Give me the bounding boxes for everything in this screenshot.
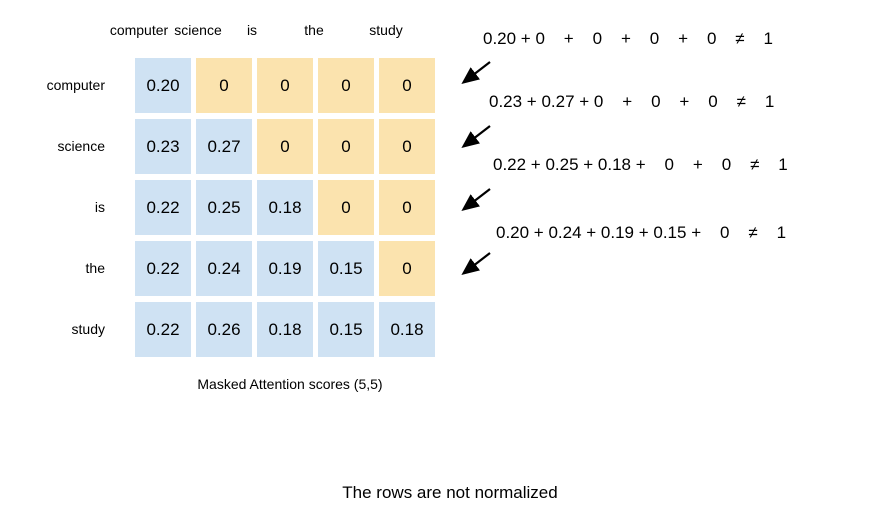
column-header-science: science bbox=[174, 22, 222, 38]
row-header-study: study bbox=[71, 321, 105, 337]
matrix-cell: 0.18 bbox=[257, 302, 313, 357]
footer-note: The rows are not normalized bbox=[342, 483, 558, 502]
matrix-cell: 0.25 bbox=[196, 180, 252, 235]
row-header-the: the bbox=[85, 260, 105, 276]
matrix-caption: Masked Attention scores (5,5) bbox=[197, 376, 383, 392]
matrix-cell: 0.18 bbox=[379, 302, 435, 357]
row-sum-equation-2: 0.23 + 0.27 + 0 + 0 + 0 ≠ 1 bbox=[489, 92, 775, 111]
row-header-computer: computer bbox=[46, 77, 105, 93]
matrix-cell: 0.27 bbox=[196, 119, 252, 174]
column-header-study: study bbox=[369, 22, 403, 38]
row-sum-equation-3: 0.22 + 0.25 + 0.18 + 0 + 0 ≠ 1 bbox=[493, 155, 788, 174]
matrix-cell: 0 bbox=[196, 58, 252, 113]
column-header-the: the bbox=[304, 22, 324, 38]
matrix-cell: 0 bbox=[379, 241, 435, 296]
matrix-cell: 0.20 bbox=[135, 58, 191, 113]
matrix-cell: 0 bbox=[379, 58, 435, 113]
matrix-cell: 0.22 bbox=[135, 302, 191, 357]
matrix-cell: 0 bbox=[318, 180, 374, 235]
matrix-cell: 0 bbox=[318, 58, 374, 113]
matrix-cell: 0.24 bbox=[196, 241, 252, 296]
matrix-cell: 0.15 bbox=[318, 241, 374, 296]
matrix-cell: 0.23 bbox=[135, 119, 191, 174]
matrix-cell: 0.22 bbox=[135, 180, 191, 235]
down-left-arrow-icon bbox=[461, 125, 491, 149]
matrix-cell: 0.22 bbox=[135, 241, 191, 296]
row-header-science: science bbox=[57, 138, 105, 154]
matrix-cell: 0 bbox=[257, 58, 313, 113]
matrix-cell: 0.15 bbox=[318, 302, 374, 357]
down-left-arrow-icon bbox=[461, 61, 491, 85]
column-header-computer: computer bbox=[109, 22, 169, 38]
matrix-cell: 0.18 bbox=[257, 180, 313, 235]
matrix-cell: 0 bbox=[379, 119, 435, 174]
column-header-is: is bbox=[246, 22, 258, 38]
row-header-is: is bbox=[94, 199, 105, 215]
down-left-arrow-icon bbox=[461, 252, 491, 276]
row-sum-equation-4: 0.20 + 0.24 + 0.19 + 0.15 + 0 ≠ 1 bbox=[496, 223, 787, 242]
attention-matrix: 0.20 0 0 0 0 0.23 0.27 0 0 0 0.22 0.25 0… bbox=[135, 58, 435, 357]
matrix-cell: 0.19 bbox=[257, 241, 313, 296]
matrix-cell: 0.26 bbox=[196, 302, 252, 357]
matrix-cell: 0 bbox=[379, 180, 435, 235]
matrix-cell: 0 bbox=[318, 119, 374, 174]
row-sum-equation-1: 0.20 + 0 + 0 + 0 + 0 ≠ 1 bbox=[483, 29, 773, 48]
down-left-arrow-icon bbox=[461, 188, 491, 212]
matrix-cell: 0 bbox=[257, 119, 313, 174]
